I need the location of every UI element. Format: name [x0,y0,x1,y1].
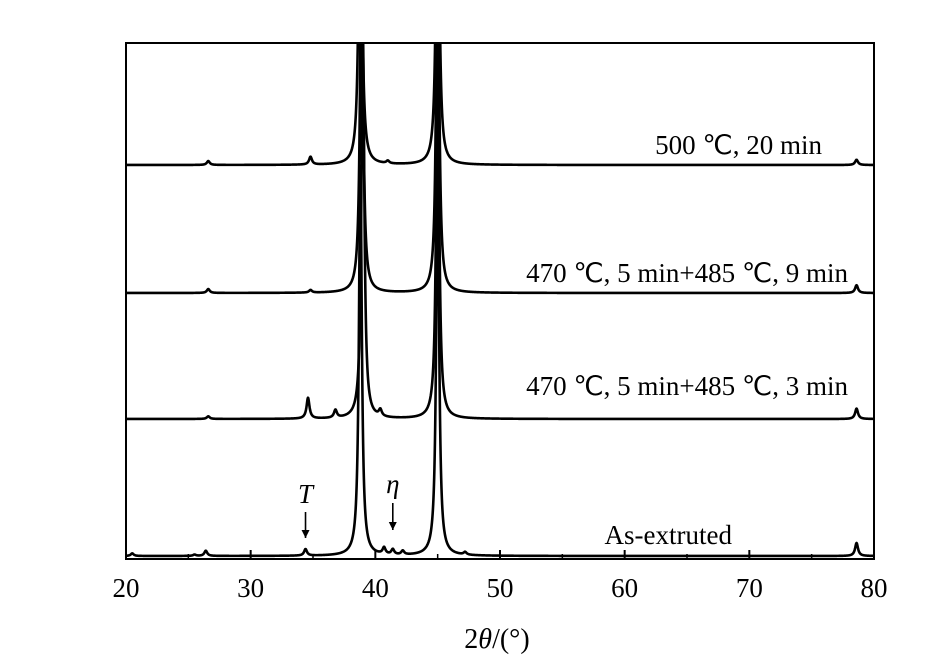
x-axis-title: 2θ/(°) [464,624,529,655]
x-tick-label: 70 [736,573,763,603]
series-trace [126,43,874,167]
x-tick-label: 40 [362,573,389,603]
phase-annotation: η [386,469,399,499]
series-label: 500 ℃, 20 min [655,130,822,160]
series-label: 470 ℃, 5 min+485 ℃, 9 min [526,258,848,288]
annotation-arrow-head [301,530,310,538]
annotation-arrow-head [388,522,397,530]
series-trace [126,43,874,421]
x-tick-label: 80 [861,573,888,603]
x-tick-label: 30 [237,573,264,603]
x-tick-label: 20 [113,573,140,603]
x-tick-label: 60 [611,573,638,603]
series-label: As-extruted [605,520,733,550]
series-label: 470 ℃, 5 min+485 ℃, 3 min [526,371,848,401]
series-trace [126,164,874,558]
plot-frame [125,42,875,560]
phase-annotation: T [298,479,315,509]
x-ticks-group: 20 30 40 50 60 70 80 [113,550,888,603]
x-tick-label: 50 [487,573,514,603]
series-labels-group: 500 ℃, 20 min 470 ℃, 5 min+485 ℃, 9 min 47… [526,130,848,550]
series-trace [126,43,874,295]
